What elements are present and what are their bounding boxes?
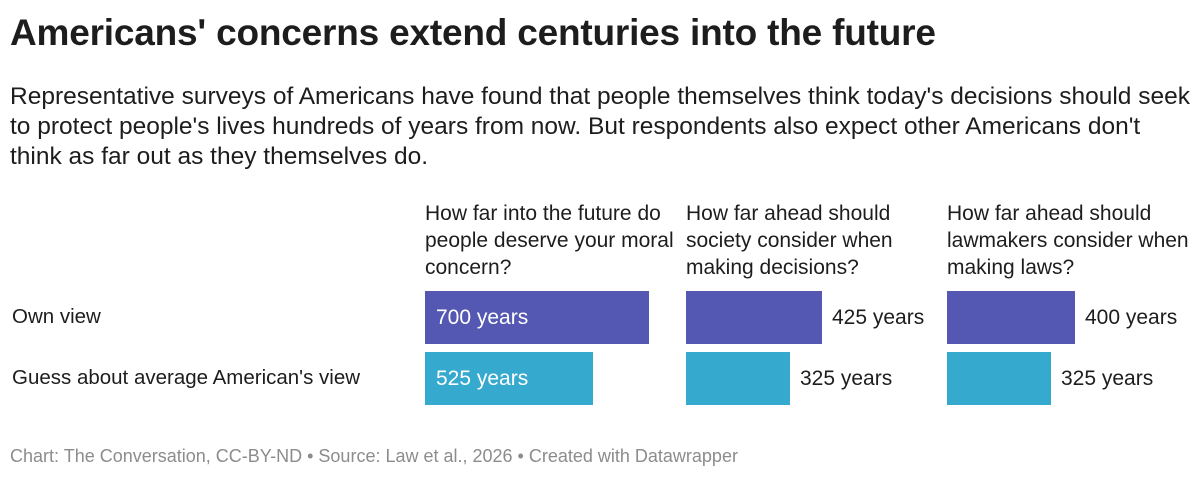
chart-title: Americans' concerns extend centuries int… — [10, 12, 936, 53]
bar-value-label: 400 years — [1085, 306, 1178, 329]
bar-value-label: 325 years — [800, 367, 893, 390]
bar-value-label: 425 years — [832, 306, 925, 329]
bar-col2-own — [686, 291, 822, 344]
bar-col1-own — [425, 291, 649, 344]
bar-col2-guess — [686, 352, 790, 405]
column-header-2: How far ahead should society consider wh… — [686, 202, 893, 279]
row-label-own-view: Own view — [12, 305, 101, 328]
column-header-3: How far ahead should lawmakers consider … — [947, 202, 1189, 279]
chart-footer: Chart: The Conversation, CC-BY-ND • Sour… — [10, 446, 738, 466]
bar-col3-own — [947, 291, 1075, 344]
bar-col3-guess — [947, 352, 1051, 405]
bar-value-label: 525 years — [436, 367, 529, 390]
bar-value-label: 700 years — [436, 306, 529, 329]
chart-subtitle: Representative surveys of Americans have… — [10, 83, 1190, 170]
column-header-1: How far into the future do people deserv… — [425, 202, 674, 279]
bar-value-label: 325 years — [1061, 367, 1154, 390]
row-label-guess-view: Guess about average American's view — [12, 366, 361, 389]
bar-col1-guess — [425, 352, 593, 405]
